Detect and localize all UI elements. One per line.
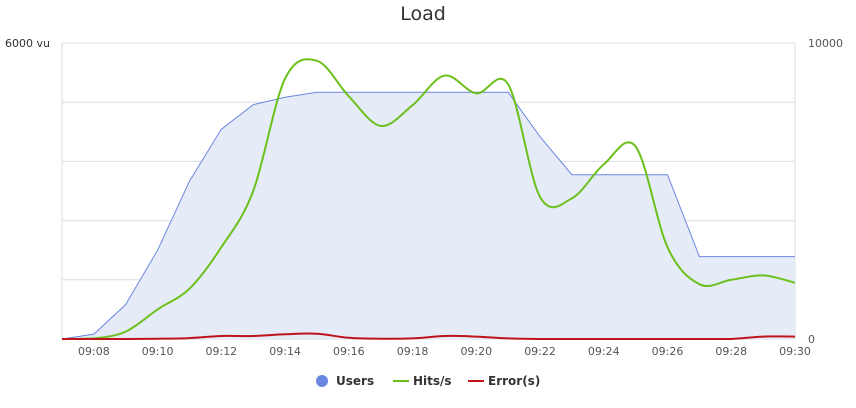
legend-item-error-s[interactable]: Error(s) bbox=[468, 374, 540, 388]
chart-title: Load bbox=[400, 3, 446, 25]
x-tick-label: 09:30 bbox=[779, 345, 811, 358]
series-error-s-line bbox=[62, 332, 796, 340]
y-left-axis-max-label: 6000 vu bbox=[5, 37, 50, 50]
legend: Users Hits/s Error(s) bbox=[316, 374, 540, 388]
x-tick-label: 09:20 bbox=[460, 345, 492, 358]
x-tick-label: 09:10 bbox=[142, 345, 174, 358]
x-tick-label: 09:08 bbox=[78, 345, 110, 358]
series-layer bbox=[61, 58, 796, 340]
legend-item-hits-s[interactable]: Hits/s bbox=[393, 374, 452, 388]
x-tick-label: 09:24 bbox=[588, 345, 620, 358]
x-tick-label: 09:22 bbox=[524, 345, 556, 358]
series-users-area bbox=[62, 92, 795, 339]
x-tick-label: 09:16 bbox=[333, 345, 365, 358]
legend-label-users: Users bbox=[336, 374, 374, 388]
x-tick-label: 09:26 bbox=[652, 345, 684, 358]
legend-label-hits-s: Hits/s bbox=[413, 374, 452, 388]
series-users-line bbox=[61, 91, 795, 340]
x-tick-label: 09:28 bbox=[715, 345, 747, 358]
x-axis-ticks: 09:08 09:10 09:12 09:14 09:16 09:18 09:20 09:22… bbox=[78, 345, 811, 358]
x-tick-label: 09:12 bbox=[205, 345, 237, 358]
x-tick-label: 09:18 bbox=[397, 345, 429, 358]
legend-label-error-s: Error(s) bbox=[488, 374, 540, 388]
legend-item-users[interactable]: Users bbox=[316, 374, 374, 388]
y-right-axis-min-label: 0 bbox=[808, 333, 815, 346]
legend-marker-users bbox=[316, 375, 328, 387]
series-hits-s-line bbox=[61, 58, 796, 340]
x-tick-label: 09:14 bbox=[269, 345, 301, 358]
y-right-axis-max-label: 10000 bbox=[808, 37, 843, 50]
